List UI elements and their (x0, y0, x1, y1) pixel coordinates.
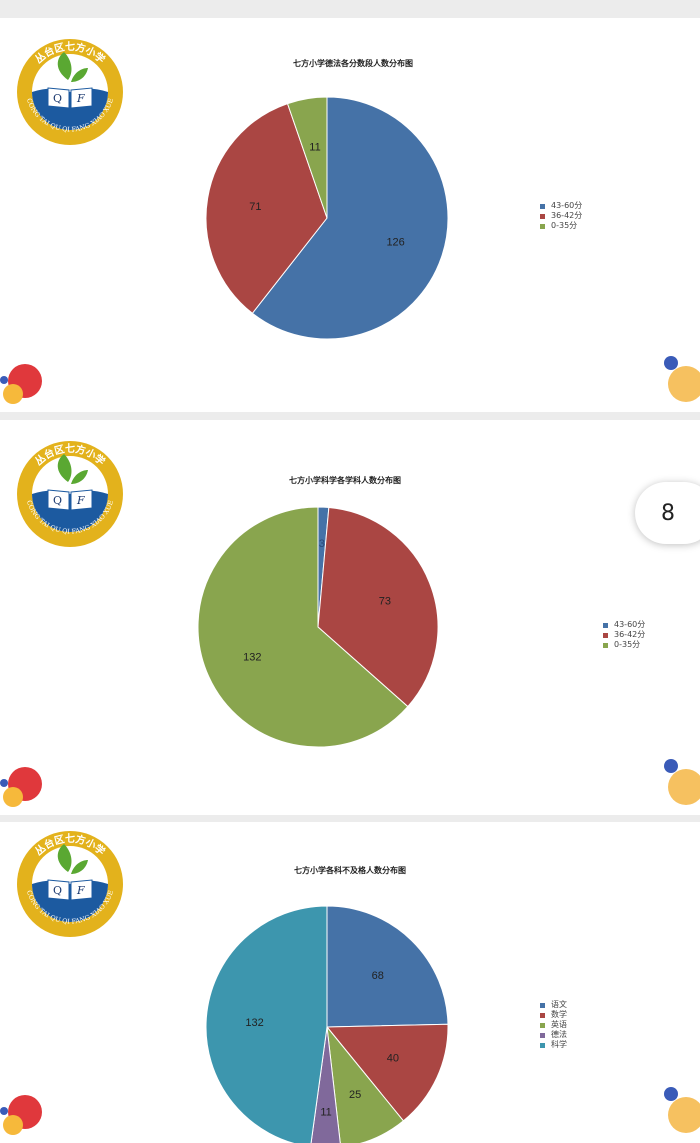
slice-data-label: 40 (387, 1052, 399, 1064)
decorative-circle (664, 1087, 678, 1101)
legend-item: 43-60分 (603, 620, 645, 630)
slice-data-label: 132 (243, 652, 261, 664)
legend-label: 43-60分 (614, 620, 646, 629)
chart-legend: 43-60分 36-42分 0-35分 (603, 620, 645, 650)
legend-item: 36-42分 (603, 630, 645, 640)
slice-data-label: 71 (249, 201, 261, 213)
pie-slice-4 (205, 905, 328, 1143)
legend-label: 0-35分 (614, 640, 641, 649)
chart-panel-3: Q F 丛台区七方小学 CONG TAI QU QI FANG XIAO XUE… (0, 822, 700, 1143)
svg-text:Q: Q (53, 494, 62, 507)
legend-item: 0-35分 (603, 640, 645, 650)
slice-data-label: 3 (319, 538, 325, 550)
legend-label: 德法 (551, 1030, 567, 1039)
chart-title: 七方小学各科不及格人数分布图 (294, 866, 406, 875)
decorative-circle (0, 779, 8, 787)
legend-label: 英语 (551, 1020, 567, 1029)
slice-data-label: 11 (309, 141, 320, 153)
legend-label: 0-35分 (551, 221, 578, 230)
legend-swatch (540, 223, 545, 229)
pie-slice-2 (326, 1025, 405, 1143)
chart-legend: 语文 数学 英语 德法 科学 (540, 1000, 567, 1050)
decorative-circle (668, 366, 700, 402)
school-logo-icon: Q F 丛台区七方小学 CONG TAI QU QI FANG XIAO XUE (14, 30, 126, 148)
legend-item: 数学 (540, 1010, 567, 1020)
legend-item: 科学 (540, 1040, 567, 1050)
pie-slice-1 (317, 506, 439, 708)
legend-swatch (603, 632, 608, 638)
legend-item: 0-35分 (540, 221, 582, 231)
pie-slice-0 (251, 96, 449, 340)
decorative-circle (668, 769, 700, 805)
decorative-circle (0, 376, 8, 384)
decorative-circle (3, 787, 23, 807)
chart-title: 七方小学德法各分数段人数分布图 (293, 59, 413, 68)
decorative-circle (3, 1115, 23, 1135)
slice-data-label: 126 (386, 237, 404, 249)
legend-swatch (540, 1002, 545, 1008)
svg-text:Q: Q (53, 884, 62, 897)
school-logo-icon: Q F 丛台区七方小学 CONG TAI QU QI FANG XIAO XUE (14, 432, 126, 550)
chart-legend: 43-60分 36-42分 0-35分 (540, 201, 582, 231)
pie-chart: 126 71 11 (205, 96, 449, 340)
school-logo: Q F 丛台区七方小学 CONG TAI QU QI FANG XIAO XUE (14, 432, 126, 554)
pie-chart: 68 40 25 11 132 (205, 905, 449, 1143)
legend-item: 语文 (540, 1000, 567, 1010)
slice-data-label: 11 (320, 1107, 331, 1119)
legend-swatch (540, 1042, 545, 1048)
slice-data-label: 132 (245, 1017, 263, 1029)
svg-text:F: F (76, 92, 85, 105)
chart-title: 七方小学科学各学科人数分布图 (289, 476, 401, 485)
legend-item: 36-42分 (540, 211, 582, 221)
legend-swatch (603, 622, 608, 628)
legend-swatch (603, 642, 608, 648)
legend-swatch (540, 1012, 545, 1018)
decorative-circle (664, 356, 678, 370)
svg-text:F: F (76, 884, 85, 897)
pie-slice-2 (197, 506, 409, 748)
school-logo: Q F 丛台区七方小学 CONG TAI QU QI FANG XIAO XUE (14, 30, 126, 152)
pie-slice-3 (310, 1026, 341, 1143)
legend-item: 43-60分 (540, 201, 582, 211)
pie-slice-1 (325, 1023, 449, 1122)
slice-data-label: 25 (349, 1089, 361, 1101)
decorative-circle (0, 1107, 8, 1115)
decorative-circle (664, 759, 678, 773)
legend-swatch (540, 213, 545, 219)
legend-swatch (540, 203, 545, 209)
pie-slice-1 (205, 102, 328, 314)
legend-label: 36-42分 (614, 630, 646, 639)
slice-data-label: 73 (379, 595, 391, 607)
pie-slice-2 (286, 96, 328, 219)
slice-data-label: 68 (372, 970, 384, 982)
legend-label: 科学 (551, 1040, 567, 1049)
page-indicator: 8 (635, 482, 700, 544)
legend-swatch (540, 1022, 545, 1028)
chart-panel-2: Q F 丛台区七方小学 CONG TAI QU QI FANG XIAO XUE… (0, 420, 700, 815)
pie-chart: 3 73 132 (197, 506, 439, 748)
decorative-circle (3, 384, 23, 404)
legend-label: 数学 (551, 1010, 567, 1019)
school-logo-icon: Q F 丛台区七方小学 CONG TAI QU QI FANG XIAO XUE (14, 822, 126, 940)
chart-panel-1: Q F 丛台区七方小学 CONG TAI QU QI FANG XIAO XUE… (0, 18, 700, 412)
decorative-circle (668, 1097, 700, 1133)
svg-text:Q: Q (53, 92, 62, 105)
legend-label: 36-42分 (551, 211, 583, 220)
legend-swatch (540, 1032, 545, 1038)
svg-text:F: F (76, 494, 85, 507)
school-logo: Q F 丛台区七方小学 CONG TAI QU QI FANG XIAO XUE (14, 822, 126, 944)
legend-label: 语文 (551, 1000, 567, 1009)
legend-item: 英语 (540, 1020, 567, 1030)
pie-slice-0 (326, 905, 449, 1028)
legend-item: 德法 (540, 1030, 567, 1040)
legend-label: 43-60分 (551, 201, 583, 210)
